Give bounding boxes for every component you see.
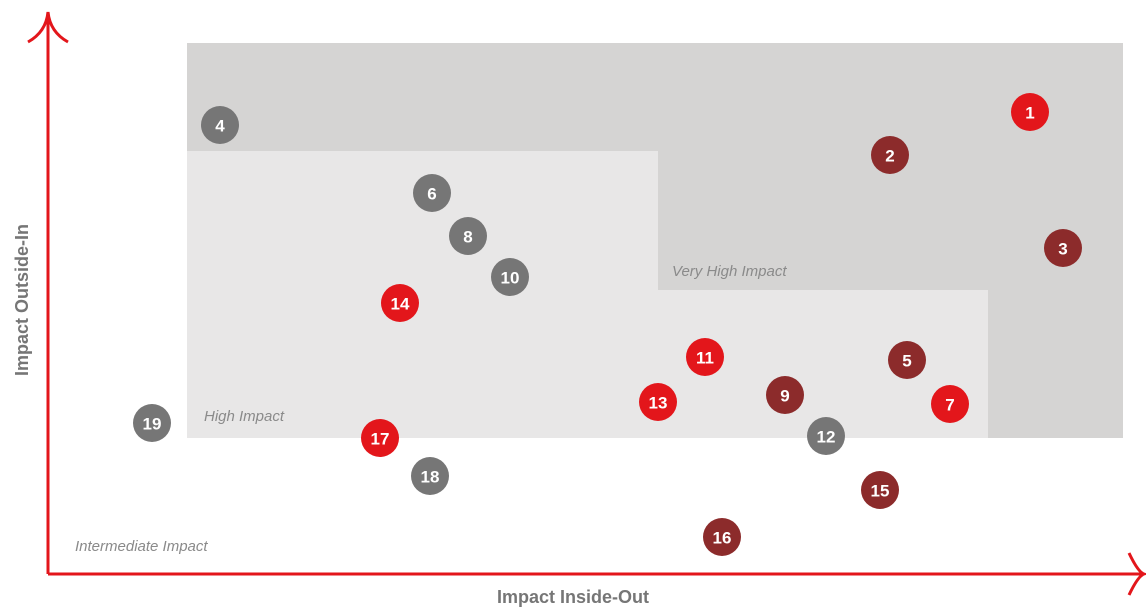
node-label: 13 (649, 394, 668, 413)
node-label: 17 (371, 430, 390, 449)
node-circle (766, 376, 804, 414)
node-label: 11 (696, 349, 714, 368)
node-circle (807, 417, 845, 455)
high-zone (187, 151, 988, 438)
node-circle (1011, 93, 1049, 131)
node-label: 16 (713, 529, 732, 548)
node-label: 18 (421, 468, 440, 487)
node-circle (888, 341, 926, 379)
node-label: 9 (780, 387, 789, 406)
node-circle (703, 518, 741, 556)
axes (27, 11, 1146, 596)
node-circle (491, 258, 529, 296)
node-label: 1 (1025, 104, 1034, 123)
node-circle (1044, 229, 1082, 267)
node-circle (361, 419, 399, 457)
node-circle (686, 338, 724, 376)
node-label: 2 (885, 147, 894, 166)
node-label: 19 (143, 415, 162, 434)
node-circle (133, 404, 171, 442)
node-label: 10 (501, 269, 520, 288)
node-label: 12 (817, 428, 836, 447)
node-label: 8 (463, 228, 472, 247)
node-circle (381, 284, 419, 322)
node-circle (871, 136, 909, 174)
x-axis-label: Impact Inside-Out (497, 587, 649, 607)
node-label: 14 (391, 295, 410, 314)
node-circle (201, 106, 239, 144)
y-axis-label: Impact Outside-In (12, 224, 32, 376)
zone-label: High Impact (204, 408, 285, 425)
node-circle (639, 383, 677, 421)
node-label: 3 (1058, 240, 1067, 259)
node-circle (411, 457, 449, 495)
node-label: 6 (427, 185, 436, 204)
node-label: 7 (945, 396, 954, 415)
node-circle (931, 385, 969, 423)
node-circle (861, 471, 899, 509)
node-circle (449, 217, 487, 255)
zone-label: Very High Impact (672, 263, 787, 280)
node-label: 4 (215, 117, 225, 136)
node-label: 15 (871, 482, 890, 501)
node-circle (413, 174, 451, 212)
node-label: 5 (902, 352, 911, 371)
zone-label: Intermediate Impact (75, 538, 208, 555)
